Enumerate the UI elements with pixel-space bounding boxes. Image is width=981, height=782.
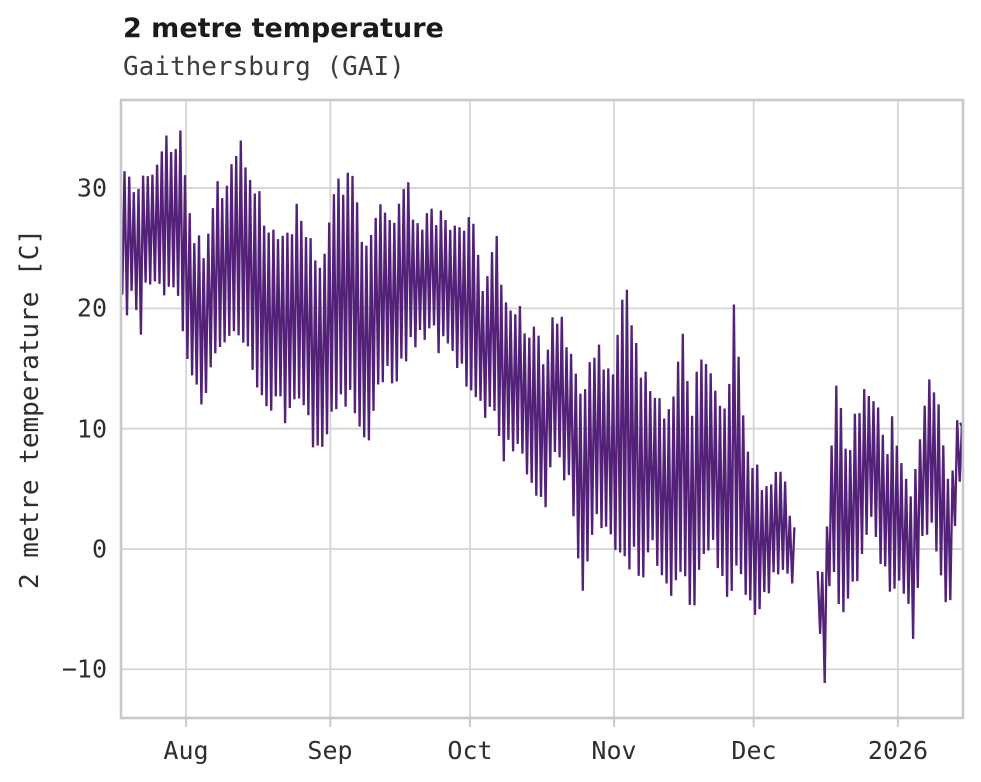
x-tick-label: Aug <box>163 736 209 765</box>
y-tick-label: −10 <box>61 654 107 684</box>
x-tick-label: Nov <box>591 736 637 765</box>
chart-subtitle: Gaithersburg (GAI) <box>123 52 405 82</box>
plot-border-and-ticks <box>119 98 965 727</box>
y-tick-label: 20 <box>76 293 107 323</box>
y-axis-label: 2 metre temperature [C] <box>15 228 45 590</box>
y-tick-label: 0 <box>91 534 107 564</box>
y-tick-label: 30 <box>76 173 107 203</box>
x-tick-label: Oct <box>447 736 493 765</box>
y-tick-label: 10 <box>76 414 107 444</box>
x-tick-label: Dec <box>731 736 777 765</box>
temperature-series <box>121 130 963 684</box>
x-tick-label: 2026 <box>867 736 929 765</box>
x-tick-label: Sep <box>307 736 353 765</box>
chart-title: 2 metre temperature <box>123 13 444 44</box>
